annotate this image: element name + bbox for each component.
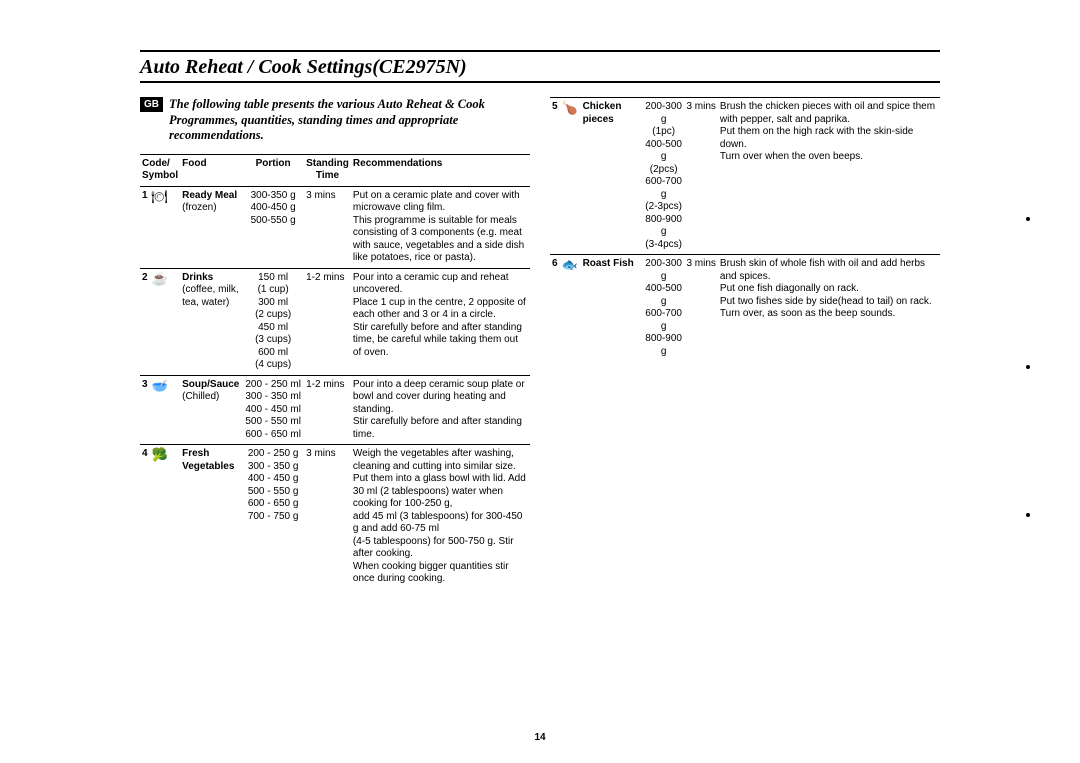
food-icon: 🥦 bbox=[151, 448, 169, 461]
rec-cell: Pour into a deep ceramic soup plate or b… bbox=[351, 375, 530, 445]
gb-badge: GB bbox=[140, 97, 163, 112]
table-row: 1🍽Ready Meal(frozen)300-350 g 400-450 g … bbox=[140, 186, 530, 268]
dot-icon bbox=[1026, 513, 1030, 517]
binder-dots bbox=[1026, 97, 1030, 577]
intro-row: GB The following table presents the vari… bbox=[140, 97, 530, 144]
th-standing: Standing Time bbox=[304, 154, 351, 186]
page-number: 14 bbox=[534, 732, 545, 743]
rec-cell: Brush the chicken pieces with oil and sp… bbox=[718, 98, 940, 255]
food-cell: Drinks(coffee, milk, tea, water) bbox=[180, 268, 242, 375]
portion-cell: 200 - 250 g 300 - 350 g 400 - 450 g 500 … bbox=[242, 445, 304, 589]
standing-cell: 3 mins bbox=[304, 186, 351, 268]
code-cell: 1🍽 bbox=[140, 186, 180, 268]
portion-cell: 300-350 g 400-450 g 500-550 g bbox=[242, 186, 304, 268]
food-cell: Roast Fish bbox=[581, 255, 643, 362]
portion-cell: 200-300 g 400-500 g 600-700 g 800-900 g bbox=[643, 255, 685, 362]
food-icon: 🍗 bbox=[561, 101, 579, 114]
standing-cell: 1-2 mins bbox=[304, 375, 351, 445]
rec-cell: Pour into a ceramic cup and reheat uncov… bbox=[351, 268, 530, 375]
dot-icon bbox=[1026, 365, 1030, 369]
code-number: 5 bbox=[552, 101, 558, 114]
dot-icon bbox=[1026, 217, 1030, 221]
standing-cell: 3 mins bbox=[304, 445, 351, 589]
food-cell: Ready Meal(frozen) bbox=[180, 186, 242, 268]
food-icon: 🥣 bbox=[151, 379, 169, 392]
standing-cell: 1-2 mins bbox=[304, 268, 351, 375]
right-column: 5🍗Chicken pieces200-300 g (1pc) 400-500 … bbox=[550, 97, 940, 589]
th-portion: Portion bbox=[242, 154, 304, 186]
table-row: 6🐟Roast Fish200-300 g 400-500 g 600-700 … bbox=[550, 255, 940, 362]
rec-cell: Brush skin of whole fish with oil and ad… bbox=[718, 255, 940, 362]
code-cell: 2☕ bbox=[140, 268, 180, 375]
standing-cell: 3 mins bbox=[684, 255, 717, 362]
title-bar: Auto Reheat / Cook Settings(CE2975N) bbox=[140, 56, 940, 83]
intro-text: The following table presents the various… bbox=[169, 97, 530, 144]
portion-cell: 200-300 g (1pc) 400-500 g (2pcs) 600-700… bbox=[643, 98, 685, 255]
food-icon: 🐟 bbox=[561, 258, 579, 271]
left-column: GB The following table presents the vari… bbox=[140, 97, 530, 589]
top-rule bbox=[140, 50, 940, 52]
th-rec: Recommendations bbox=[351, 154, 530, 186]
table-row: 3🥣Soup/Sauce(Chilled)200 - 250 ml 300 - … bbox=[140, 375, 530, 445]
page-title: Auto Reheat / Cook Settings(CE2975N) bbox=[140, 56, 467, 79]
food-cell: Chicken pieces bbox=[581, 98, 643, 255]
table-row: 2☕Drinks(coffee, milk, tea, water)150 ml… bbox=[140, 268, 530, 375]
code-cell: 3🥣 bbox=[140, 375, 180, 445]
left-table: Code/ Symbol Food Portion Standing Time … bbox=[140, 154, 530, 589]
th-food: Food bbox=[180, 154, 242, 186]
table-row: 5🍗Chicken pieces200-300 g (1pc) 400-500 … bbox=[550, 98, 940, 255]
code-number: 4 bbox=[142, 448, 148, 461]
rec-cell: Put on a ceramic plate and cover with mi… bbox=[351, 186, 530, 268]
code-number: 6 bbox=[552, 258, 558, 271]
table-row: 4🥦Fresh Vegetables200 - 250 g 300 - 350 … bbox=[140, 445, 530, 589]
code-cell: 5🍗 bbox=[550, 98, 581, 255]
code-number: 1 bbox=[142, 190, 148, 203]
food-icon: ☕ bbox=[151, 272, 169, 285]
content-columns: GB The following table presents the vari… bbox=[140, 97, 940, 589]
code-number: 3 bbox=[142, 379, 148, 392]
header-row: Code/ Symbol Food Portion Standing Time … bbox=[140, 154, 530, 186]
code-number: 2 bbox=[142, 272, 148, 285]
right-table: 5🍗Chicken pieces200-300 g (1pc) 400-500 … bbox=[550, 97, 940, 361]
food-cell: Fresh Vegetables bbox=[180, 445, 242, 589]
th-code: Code/ Symbol bbox=[140, 154, 180, 186]
code-cell: 6🐟 bbox=[550, 255, 581, 362]
food-cell: Soup/Sauce(Chilled) bbox=[180, 375, 242, 445]
code-cell: 4🥦 bbox=[140, 445, 180, 589]
food-icon: 🍽 bbox=[151, 190, 169, 203]
standing-cell: 3 mins bbox=[684, 98, 717, 255]
rec-cell: Weigh the vegetables after washing, clea… bbox=[351, 445, 530, 589]
portion-cell: 200 - 250 ml 300 - 350 ml 400 - 450 ml 5… bbox=[242, 375, 304, 445]
portion-cell: 150 ml (1 cup) 300 ml (2 cups) 450 ml (3… bbox=[242, 268, 304, 375]
